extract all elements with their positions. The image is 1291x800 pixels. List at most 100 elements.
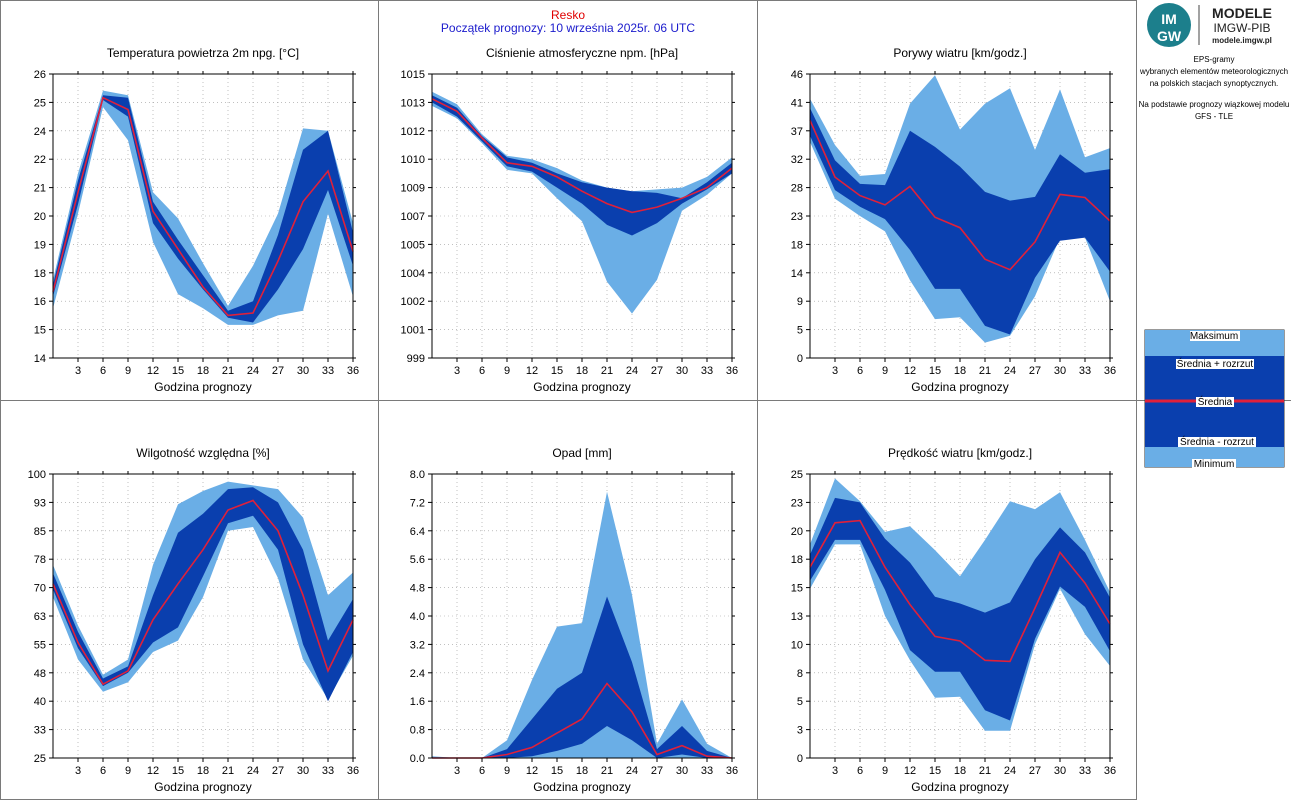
x-tick-label: 6 bbox=[100, 365, 106, 377]
x-tick-label: 15 bbox=[929, 365, 941, 377]
x-tick-label: 27 bbox=[1029, 365, 1041, 377]
x-tick-label: 18 bbox=[954, 765, 966, 777]
x-tick-label: 21 bbox=[222, 765, 234, 777]
y-tick-label: 28 bbox=[791, 183, 803, 195]
y-tick-label: 93 bbox=[34, 497, 46, 509]
y-tick-label: 20 bbox=[791, 526, 803, 538]
forecast-start: Początek prognozy: 10 września 2025r. 06… bbox=[441, 21, 695, 35]
mean-line bbox=[52, 96, 354, 317]
y-tick-label: 21 bbox=[34, 183, 46, 195]
y-tick-label: 32 bbox=[791, 154, 803, 166]
y-tick-label: 1004 bbox=[401, 268, 425, 280]
x-tick-label: 36 bbox=[726, 765, 738, 777]
description-line: wybranych elementów meteorologicznych bbox=[1139, 67, 1288, 76]
y-tick-label: 33 bbox=[34, 725, 46, 737]
logo-line3: modele.imgw.pl bbox=[1212, 36, 1272, 45]
x-tick-label: 18 bbox=[576, 365, 588, 377]
chart-title: Prędkość wiatru [km/godz.] bbox=[888, 446, 1032, 460]
x-tick-label: 30 bbox=[297, 365, 309, 377]
description-line: EPS-gramy bbox=[1194, 55, 1235, 64]
x-tick-label: 24 bbox=[626, 765, 638, 777]
x-tick-label: 12 bbox=[147, 765, 159, 777]
x-tick-label: 6 bbox=[479, 365, 485, 377]
y-tick-label: 41 bbox=[791, 97, 803, 109]
x-tick-label: 3 bbox=[832, 765, 838, 777]
x-tick-label: 33 bbox=[322, 765, 334, 777]
y-tick-label: 999 bbox=[407, 353, 425, 365]
y-tick-label: 1010 bbox=[401, 154, 425, 166]
x-axis-label: Godzina prognozy bbox=[154, 780, 251, 794]
chart-title: Porywy wiatru [km/godz.] bbox=[893, 46, 1026, 60]
x-tick-label: 3 bbox=[832, 365, 838, 377]
y-tick-label: 14 bbox=[34, 353, 46, 365]
x-tick-label: 18 bbox=[954, 365, 966, 377]
band-spread bbox=[53, 95, 353, 323]
x-tick-label: 27 bbox=[272, 365, 284, 377]
x-tick-label: 24 bbox=[1004, 365, 1016, 377]
x-tick-label: 36 bbox=[347, 365, 359, 377]
y-tick-label: 55 bbox=[34, 639, 46, 651]
y-tick-label: 0.8 bbox=[410, 725, 425, 737]
logo-badge-bottom: GW bbox=[1157, 28, 1182, 44]
x-tick-label: 33 bbox=[1079, 365, 1091, 377]
x-tick-label: 30 bbox=[1054, 365, 1066, 377]
y-tick-label: 46 bbox=[791, 69, 803, 81]
y-tick-label: 100 bbox=[28, 469, 46, 481]
x-tick-label: 24 bbox=[1004, 765, 1016, 777]
band-spread bbox=[810, 497, 1110, 721]
y-tick-label: 10 bbox=[791, 639, 803, 651]
description-line: na polskich stacjach synoptycznych. bbox=[1150, 79, 1279, 88]
y-tick-label: 20 bbox=[34, 211, 46, 223]
x-axis-label: Godzina prognozy bbox=[911, 780, 1008, 794]
y-tick-label: 70 bbox=[34, 583, 46, 595]
y-tick-label: 18 bbox=[791, 239, 803, 251]
x-tick-label: 24 bbox=[626, 365, 638, 377]
y-tick-label: 63 bbox=[34, 611, 46, 623]
y-tick-label: 5 bbox=[797, 325, 803, 337]
logo-line2: IMGW-PIB bbox=[1213, 21, 1270, 35]
y-tick-label: 0.0 bbox=[410, 753, 425, 765]
x-tick-label: 18 bbox=[576, 765, 588, 777]
x-tick-label: 21 bbox=[601, 765, 613, 777]
x-tick-label: 36 bbox=[1104, 765, 1116, 777]
y-tick-label: 9 bbox=[797, 296, 803, 308]
x-tick-label: 21 bbox=[979, 765, 991, 777]
mean-line bbox=[431, 98, 733, 214]
x-tick-label: 24 bbox=[247, 365, 259, 377]
x-tick-label: 30 bbox=[297, 765, 309, 777]
x-tick-label: 6 bbox=[857, 765, 863, 777]
legend-min-band bbox=[1145, 447, 1284, 467]
x-tick-label: 33 bbox=[701, 765, 713, 777]
band-min-max bbox=[432, 491, 732, 758]
y-tick-label: 5 bbox=[797, 696, 803, 708]
chart-title: Opad [mm] bbox=[552, 446, 611, 460]
x-tick-label: 27 bbox=[651, 765, 663, 777]
x-tick-label: 33 bbox=[701, 365, 713, 377]
y-tick-label: 78 bbox=[34, 554, 46, 566]
y-tick-label: 48 bbox=[34, 668, 46, 680]
x-tick-label: 3 bbox=[75, 365, 81, 377]
y-tick-label: 6.4 bbox=[410, 526, 425, 538]
x-tick-label: 9 bbox=[504, 765, 510, 777]
y-tick-label: 1007 bbox=[401, 211, 425, 223]
y-tick-label: 13 bbox=[791, 611, 803, 623]
x-axis-label: Godzina prognozy bbox=[533, 780, 630, 794]
description-line: Na podstawie prognozy wiązkowej modelu bbox=[1139, 100, 1290, 109]
x-tick-label: 33 bbox=[322, 365, 334, 377]
y-tick-label: 3 bbox=[797, 725, 803, 737]
y-tick-label: 1.6 bbox=[410, 696, 425, 708]
y-tick-label: 0 bbox=[797, 753, 803, 765]
y-tick-label: 1015 bbox=[401, 69, 425, 81]
y-tick-label: 1005 bbox=[401, 239, 425, 251]
x-tick-label: 12 bbox=[147, 365, 159, 377]
x-tick-label: 30 bbox=[1054, 765, 1066, 777]
y-tick-label: 4.0 bbox=[410, 611, 425, 623]
x-tick-label: 36 bbox=[1104, 365, 1116, 377]
x-tick-label: 12 bbox=[904, 765, 916, 777]
y-tick-label: 26 bbox=[34, 69, 46, 81]
legend-plus-label: Średnia + rozrzut bbox=[1177, 357, 1254, 370]
